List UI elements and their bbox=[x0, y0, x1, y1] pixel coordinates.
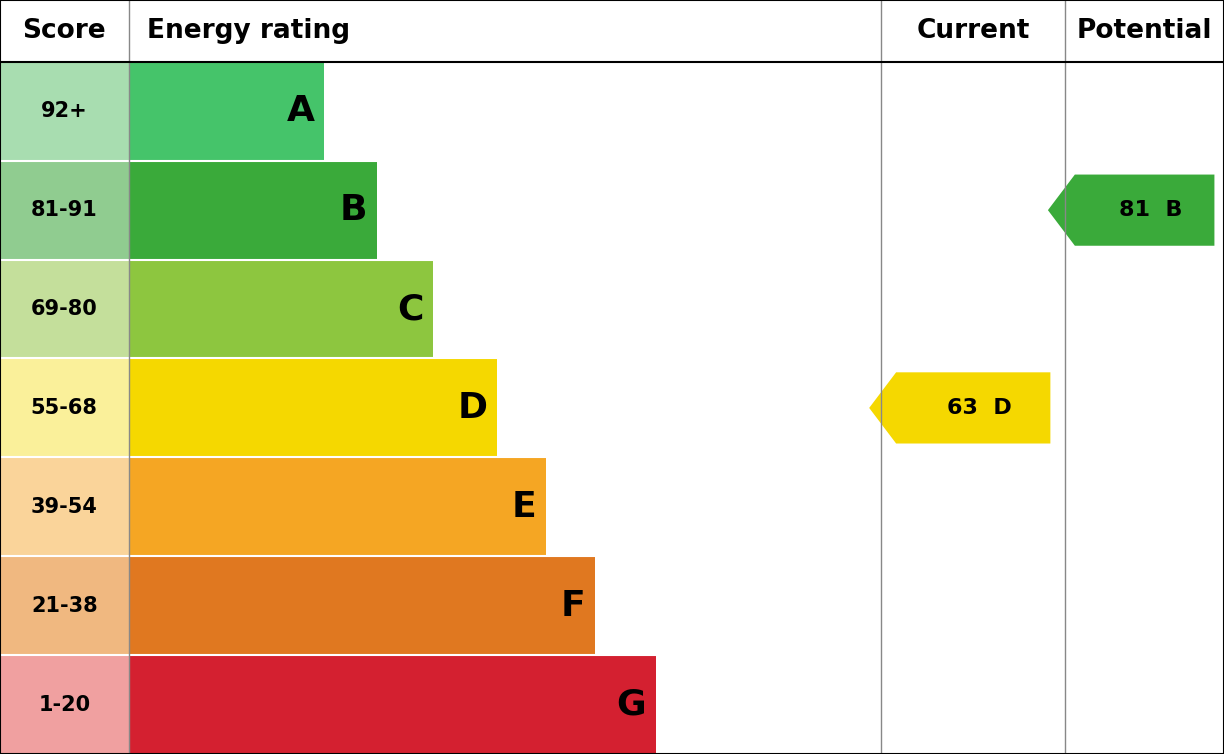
Text: 92+: 92+ bbox=[41, 101, 87, 121]
Bar bbox=[0, 556, 129, 655]
Text: G: G bbox=[616, 688, 646, 722]
Text: 21-38: 21-38 bbox=[31, 596, 97, 616]
Bar bbox=[129, 655, 656, 754]
Polygon shape bbox=[870, 372, 1050, 443]
Text: D: D bbox=[458, 391, 487, 425]
Bar bbox=[129, 62, 325, 161]
Text: F: F bbox=[561, 589, 585, 623]
Text: C: C bbox=[397, 292, 423, 326]
Text: 1-20: 1-20 bbox=[38, 694, 90, 715]
Bar bbox=[0, 458, 129, 556]
Bar bbox=[129, 161, 378, 259]
Text: Potential: Potential bbox=[1077, 18, 1213, 44]
Bar bbox=[0, 655, 129, 754]
Text: Score: Score bbox=[22, 18, 106, 44]
Bar bbox=[129, 556, 595, 655]
Text: Current: Current bbox=[916, 18, 1030, 44]
Text: 81  B: 81 B bbox=[1119, 200, 1182, 220]
Bar bbox=[0, 259, 129, 358]
Text: 69-80: 69-80 bbox=[31, 299, 97, 319]
Text: 63  D: 63 D bbox=[947, 398, 1012, 418]
Text: 39-54: 39-54 bbox=[31, 497, 97, 516]
Bar bbox=[0, 161, 129, 259]
Text: 81-91: 81-91 bbox=[31, 200, 97, 220]
Polygon shape bbox=[1048, 175, 1214, 246]
Bar bbox=[0, 358, 129, 458]
Bar bbox=[0, 62, 129, 161]
Bar bbox=[129, 259, 433, 358]
Text: B: B bbox=[339, 193, 368, 227]
Bar bbox=[129, 358, 497, 458]
Bar bbox=[129, 458, 546, 556]
Text: Energy rating: Energy rating bbox=[146, 18, 351, 44]
Text: A: A bbox=[287, 94, 315, 128]
Text: E: E bbox=[512, 490, 536, 524]
Text: 55-68: 55-68 bbox=[31, 398, 97, 418]
